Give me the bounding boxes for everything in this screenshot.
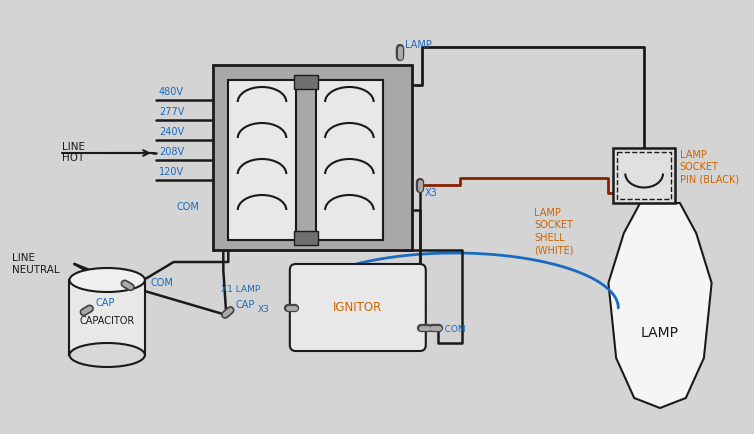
Text: IGNITOR: IGNITOR <box>333 301 382 314</box>
Text: LAMP: LAMP <box>641 326 679 340</box>
Polygon shape <box>608 203 712 408</box>
Bar <box>228 80 296 240</box>
Bar <box>294 231 317 245</box>
Text: LINE: LINE <box>62 142 84 152</box>
Bar <box>613 148 675 203</box>
Text: X3: X3 <box>425 188 437 198</box>
Text: 208V: 208V <box>159 147 184 157</box>
Text: 277V: 277V <box>159 107 184 117</box>
Bar <box>294 75 317 89</box>
Text: COM: COM <box>176 202 200 212</box>
Ellipse shape <box>69 268 145 292</box>
Bar <box>213 65 412 250</box>
Text: LAMP: LAMP <box>405 40 432 50</box>
Text: LAMP
SOCKET
PIN (BLACK): LAMP SOCKET PIN (BLACK) <box>680 150 739 185</box>
Bar <box>316 80 383 240</box>
Text: X1 LAMP: X1 LAMP <box>222 286 261 295</box>
Text: X2 COM: X2 COM <box>430 326 465 335</box>
Text: CAP: CAP <box>95 298 115 308</box>
FancyBboxPatch shape <box>290 264 426 351</box>
Text: NEUTRAL: NEUTRAL <box>12 265 60 275</box>
Text: 480V: 480V <box>159 87 184 97</box>
Bar <box>618 152 671 199</box>
Text: COM: COM <box>151 278 173 288</box>
Text: LAMP
SOCKET
SHELL
(WHITE): LAMP SOCKET SHELL (WHITE) <box>534 208 574 255</box>
Text: LINE: LINE <box>12 253 35 263</box>
Ellipse shape <box>69 343 145 367</box>
Text: X3: X3 <box>258 306 270 315</box>
Text: CAPACITOR: CAPACITOR <box>80 316 135 326</box>
Bar <box>69 280 145 355</box>
Text: HOT: HOT <box>62 153 84 163</box>
Text: 120V: 120V <box>159 167 184 177</box>
Text: CAP: CAP <box>235 300 255 310</box>
Text: 240V: 240V <box>159 127 184 137</box>
